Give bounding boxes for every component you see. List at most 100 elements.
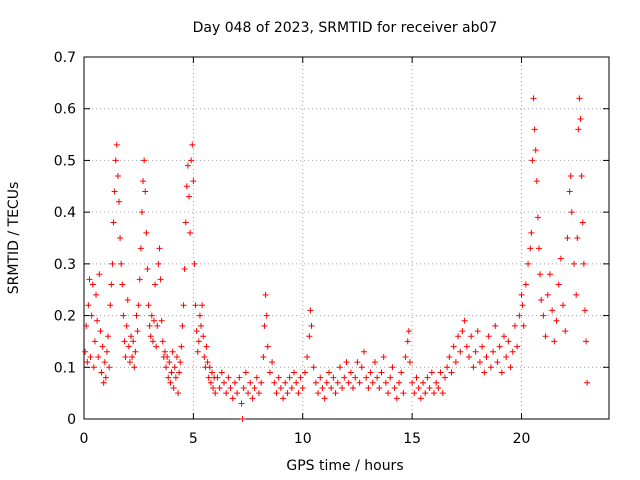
data-point bbox=[124, 297, 131, 304]
data-point bbox=[382, 379, 389, 386]
data-point bbox=[125, 343, 132, 350]
data-point bbox=[446, 353, 453, 360]
data-point bbox=[203, 343, 210, 350]
data-point bbox=[483, 353, 490, 360]
axis-ticks bbox=[83, 56, 609, 420]
data-point bbox=[182, 219, 189, 226]
data-point bbox=[522, 281, 529, 288]
data-point bbox=[374, 374, 381, 381]
y-tick-label: 0 bbox=[67, 412, 76, 428]
gridlines bbox=[84, 57, 609, 419]
data-point bbox=[405, 328, 412, 335]
data-point bbox=[159, 338, 166, 345]
data-point bbox=[525, 260, 532, 267]
data-point bbox=[239, 416, 246, 422]
data-point bbox=[343, 359, 350, 366]
data-point bbox=[371, 359, 378, 366]
data-point bbox=[380, 353, 387, 360]
data-point bbox=[315, 390, 322, 397]
data-point bbox=[304, 353, 311, 360]
data-point bbox=[470, 364, 477, 371]
data-point bbox=[328, 384, 335, 391]
data-point bbox=[553, 317, 560, 324]
data-point bbox=[534, 214, 541, 221]
data-point bbox=[376, 384, 383, 391]
data-point bbox=[85, 302, 92, 309]
data-point bbox=[567, 172, 574, 179]
data-point bbox=[441, 374, 448, 381]
data-point bbox=[164, 353, 171, 360]
data-point bbox=[326, 369, 332, 376]
chart-title: Day 048 of 2023, SRMTID for receiver ab0… bbox=[193, 20, 498, 36]
data-point bbox=[94, 317, 101, 324]
data-point bbox=[417, 395, 424, 402]
data-point bbox=[269, 359, 276, 366]
data-point bbox=[212, 390, 219, 397]
data-point bbox=[258, 379, 265, 386]
data-point bbox=[189, 141, 196, 148]
data-point bbox=[260, 353, 267, 360]
data-point bbox=[170, 384, 177, 391]
data-point bbox=[131, 364, 138, 371]
data-point bbox=[195, 338, 202, 345]
y-tick-label: 0.1 bbox=[54, 360, 76, 376]
data-point bbox=[165, 374, 172, 381]
data-point bbox=[280, 395, 287, 402]
data-point bbox=[253, 374, 260, 381]
data-point bbox=[113, 141, 120, 148]
data-point bbox=[555, 281, 562, 288]
data-point bbox=[282, 379, 289, 386]
data-point bbox=[457, 348, 464, 355]
data-point bbox=[89, 281, 96, 288]
data-point bbox=[306, 333, 313, 340]
data-point bbox=[507, 364, 514, 371]
data-point bbox=[234, 390, 241, 397]
data-point bbox=[130, 338, 137, 345]
data-point bbox=[528, 229, 535, 236]
data-point bbox=[188, 157, 195, 164]
data-point bbox=[221, 379, 227, 386]
data-point bbox=[190, 178, 197, 185]
y-tick-labels: 0 0.1 0.2 0.3 0.4 0.5 0.6 0.7 bbox=[54, 50, 76, 428]
data-point bbox=[463, 343, 470, 350]
data-point bbox=[236, 374, 243, 381]
data-point bbox=[536, 245, 542, 252]
data-point bbox=[142, 188, 149, 195]
data-point bbox=[171, 364, 178, 371]
data-point bbox=[520, 322, 527, 329]
data-point bbox=[263, 312, 270, 319]
data-point bbox=[97, 328, 104, 335]
data-point bbox=[367, 369, 374, 376]
data-point bbox=[519, 302, 526, 309]
data-point bbox=[288, 384, 295, 391]
data-point bbox=[391, 384, 398, 391]
data-point bbox=[566, 188, 573, 195]
data-point bbox=[557, 255, 564, 262]
data-point bbox=[229, 395, 236, 402]
data-point bbox=[83, 322, 90, 329]
data-point bbox=[345, 379, 352, 386]
data-point bbox=[413, 374, 420, 381]
data-point bbox=[99, 343, 106, 350]
data-point bbox=[196, 312, 203, 319]
data-point bbox=[225, 374, 232, 381]
data-point bbox=[86, 276, 93, 283]
data-point bbox=[153, 343, 160, 350]
data-point bbox=[242, 369, 249, 376]
data-point bbox=[136, 276, 143, 283]
data-point bbox=[435, 384, 442, 391]
data-point bbox=[544, 291, 551, 298]
data-point bbox=[138, 209, 145, 216]
data-point bbox=[323, 379, 330, 386]
data-point bbox=[531, 126, 538, 133]
data-point bbox=[396, 379, 402, 386]
data-point bbox=[208, 369, 215, 376]
data-point bbox=[120, 312, 127, 319]
data-point bbox=[118, 260, 125, 267]
data-point bbox=[103, 348, 110, 355]
data-point bbox=[155, 260, 162, 267]
data-point bbox=[576, 95, 583, 102]
data-point bbox=[178, 343, 185, 350]
data-point bbox=[149, 338, 156, 345]
data-point bbox=[240, 384, 247, 391]
